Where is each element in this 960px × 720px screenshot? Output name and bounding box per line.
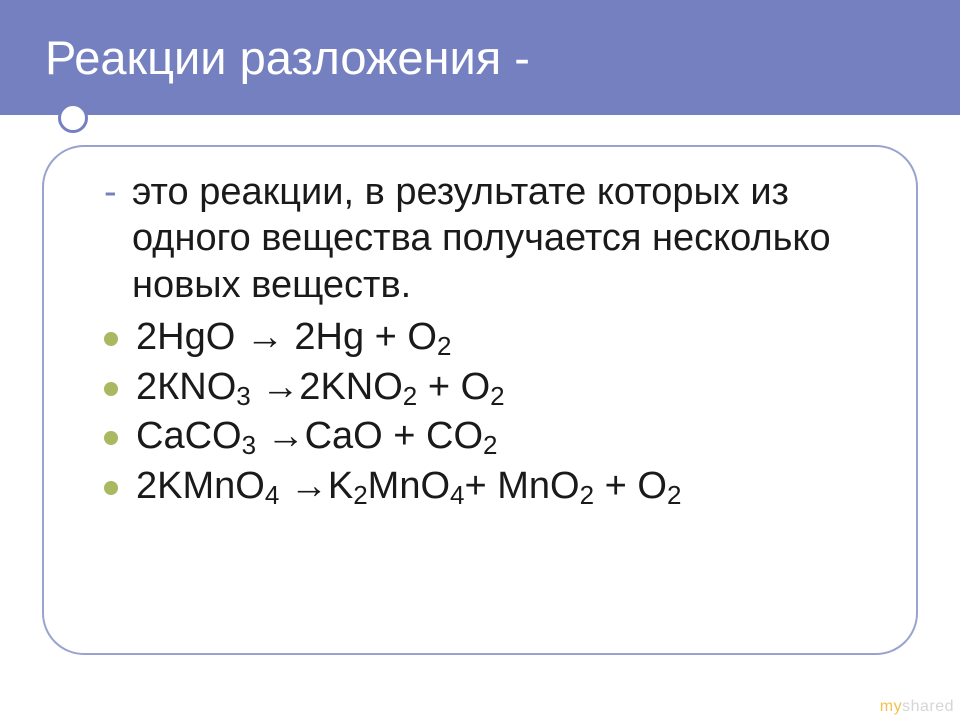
decorative-circle-icon	[58, 103, 88, 133]
bullet-icon	[104, 481, 118, 495]
bullet-icon	[104, 382, 118, 396]
slide-title: Реакции разложения -	[45, 30, 530, 85]
reaction-item: 2HgO → 2Hg + O2	[104, 314, 876, 362]
reaction-formula: CaCO3 →CaO + CO2	[136, 413, 498, 461]
definition-item: - это реакции, в результате которых из о…	[104, 169, 876, 308]
bullet-icon	[104, 332, 118, 346]
slide-title-bar: Реакции разложения -	[0, 0, 960, 115]
reaction-formula: 2KMnO4 →K2MnO4+ MnO2 + O2	[136, 463, 681, 511]
bullet-icon	[104, 431, 118, 445]
body: - это реакции, в результате которых из о…	[104, 169, 876, 510]
reaction-item: 2КNO3 →2KNO2 + O2	[104, 364, 876, 412]
definition-text: это реакции, в результате которых из одн…	[132, 169, 876, 308]
title-underline	[0, 115, 960, 133]
slide: Реакции разложения - - это реакции, в ре…	[0, 0, 960, 720]
dash-marker: -	[104, 169, 132, 308]
watermark-rest: shared	[902, 698, 954, 715]
reaction-item: 2KMnO4 →K2MnO4+ MnO2 + O2	[104, 463, 876, 511]
watermark: myshared	[880, 698, 954, 716]
reaction-formula: 2КNO3 →2KNO2 + O2	[136, 364, 505, 412]
reaction-item: CaCO3 →CaO + CO2	[104, 413, 876, 461]
reaction-list: 2HgO → 2Hg + O2 2КNO3 →2KNO2 + O2 CaCO3 …	[104, 314, 876, 510]
reaction-formula: 2HgO → 2Hg + O2	[136, 314, 451, 362]
watermark-prefix: my	[880, 698, 902, 715]
content-box: - это реакции, в результате которых из о…	[42, 145, 918, 655]
